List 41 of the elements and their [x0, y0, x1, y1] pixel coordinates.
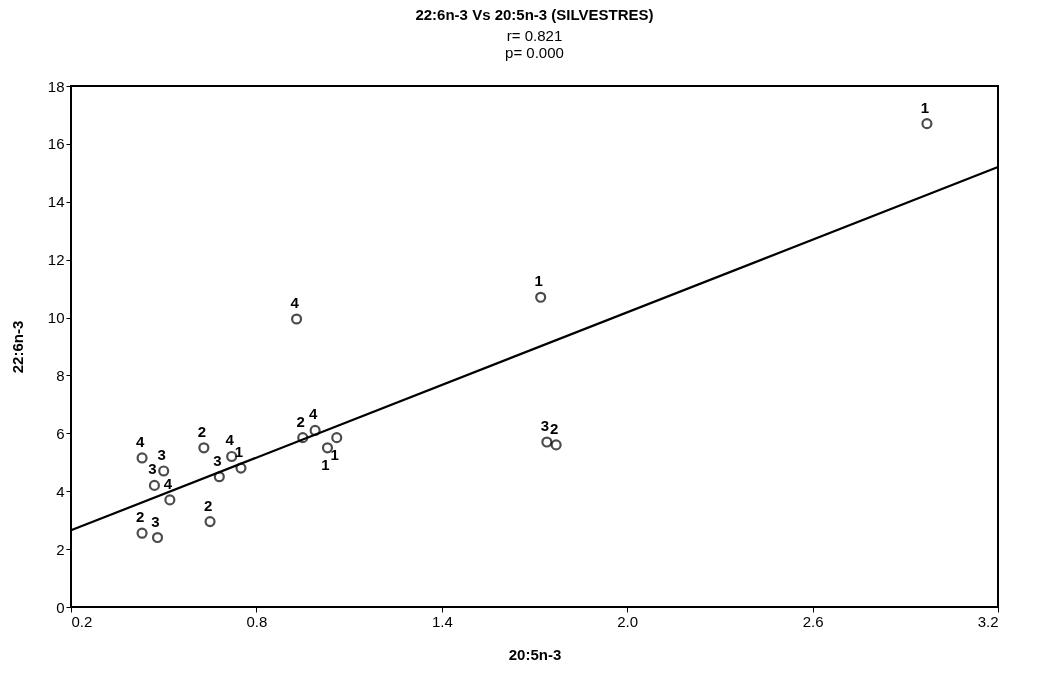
annotation: 3	[148, 460, 157, 478]
x-tick-label: 2.6	[802, 612, 824, 630]
annotation: 2	[197, 422, 207, 440]
annotation: 1	[920, 98, 930, 116]
y-tick-label: 10	[47, 309, 65, 327]
y-axis-title: 22:6n-3	[8, 320, 26, 374]
y-tick-label: 4	[56, 482, 65, 500]
annotation: 4	[135, 432, 145, 450]
annotation: 4	[308, 405, 318, 423]
y-tick-label: 6	[56, 424, 65, 442]
annotation: 1	[330, 445, 339, 463]
annotation: 2	[135, 508, 145, 526]
y-tick-label: 12	[47, 251, 65, 269]
text: r= 0.821	[506, 27, 563, 44]
annotation: 2	[549, 419, 559, 437]
annotation: 1	[234, 443, 244, 461]
annotation: 3	[213, 451, 222, 469]
chart-title: 22:6n-3 Vs 20:5n-3 (SILVESTRES)	[415, 6, 654, 23]
annotation: 3	[157, 445, 166, 463]
x-tick-label: 0.2	[71, 612, 93, 630]
annotation: 4	[225, 431, 235, 449]
annotation: 3	[540, 417, 550, 435]
y-tick-label: 14	[47, 193, 65, 211]
x-axis-title: 20:5n-3	[508, 645, 562, 663]
annotation: 4	[163, 474, 173, 492]
y-tick-label: 8	[56, 366, 65, 384]
y-tick-label: 16	[47, 135, 65, 153]
annotation: 1	[321, 455, 330, 473]
annotation: 4	[290, 294, 300, 311]
y-tick-label: 0	[56, 598, 65, 616]
annotation: 2	[203, 496, 213, 514]
x-tick-label: 3.2	[977, 612, 999, 630]
x-tick-label: 1.4	[431, 612, 453, 630]
y-tick-label: 18	[47, 77, 65, 95]
x-tick-label: 0.8	[246, 612, 268, 630]
x-tick-label: 2.0	[617, 612, 639, 630]
annotation: 2	[296, 412, 305, 430]
annotation: 1	[534, 272, 543, 290]
annotation: 3	[151, 512, 160, 530]
y-tick-label: 2	[56, 540, 65, 558]
text: p= 0.000	[505, 44, 564, 61]
